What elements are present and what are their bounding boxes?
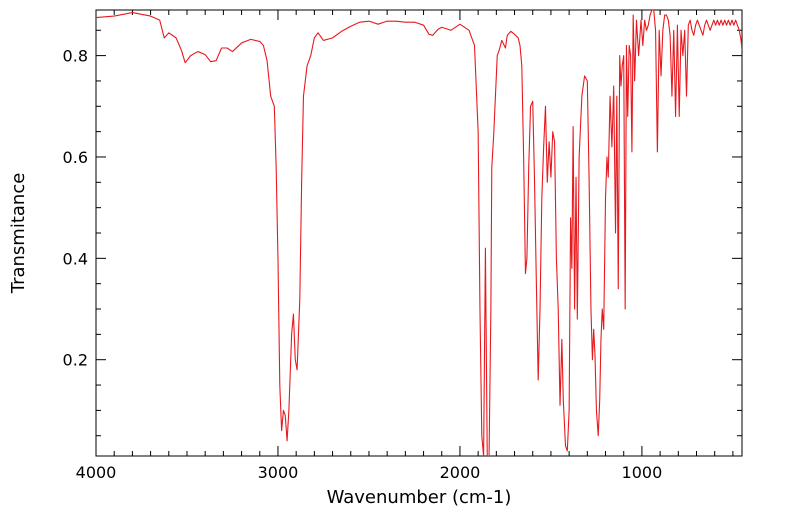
y-axis-title: Transmitance bbox=[8, 173, 29, 295]
y-tick-label: 0.2 bbox=[63, 351, 88, 370]
x-axis-title: Wavenumber (cm-1) bbox=[327, 487, 512, 508]
y-axis-ticks: 0.2 0.4 0.6 0.8 bbox=[63, 29, 742, 437]
x-tick-label: 2000 bbox=[440, 463, 481, 482]
y-tick-label: 0.4 bbox=[63, 249, 88, 268]
series-layer bbox=[96, 10, 742, 456]
x-tick-label: 4000 bbox=[76, 463, 117, 482]
plot-frame bbox=[95, 9, 743, 457]
y-tick-label: 0.8 bbox=[63, 47, 88, 66]
plot-area bbox=[95, 9, 743, 457]
x-tick-label: 1000 bbox=[622, 463, 663, 482]
x-tick-label: 3000 bbox=[258, 463, 299, 482]
x-axis-ticks: 4000 3000 2000 1000 bbox=[76, 10, 734, 482]
y-tick-label: 0.6 bbox=[63, 148, 88, 167]
spectrum-line bbox=[96, 10, 742, 456]
